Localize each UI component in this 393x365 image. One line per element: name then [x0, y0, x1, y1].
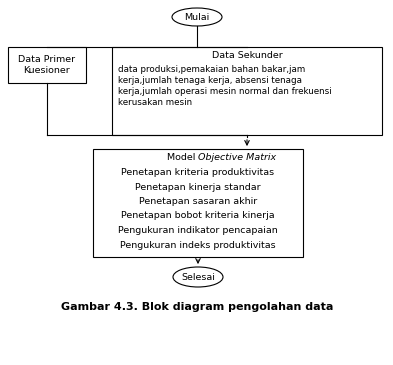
- Text: Selesai: Selesai: [181, 273, 215, 281]
- Text: Penetapan sasaran akhir: Penetapan sasaran akhir: [139, 197, 257, 206]
- Text: Pengukuran indikator pencapaian: Pengukuran indikator pencapaian: [118, 226, 278, 235]
- Text: Penetapan kinerja standar: Penetapan kinerja standar: [135, 182, 261, 192]
- FancyBboxPatch shape: [8, 47, 86, 83]
- FancyBboxPatch shape: [112, 47, 382, 135]
- Text: Gambar 4.3. Blok diagram pengolahan data: Gambar 4.3. Blok diagram pengolahan data: [61, 302, 333, 312]
- Text: Data Primer
Kuesioner: Data Primer Kuesioner: [18, 55, 75, 76]
- Text: Mulai: Mulai: [184, 12, 209, 22]
- Text: Objective Matrix: Objective Matrix: [198, 154, 276, 162]
- Text: Penetapan bobot kriteria kinerja: Penetapan bobot kriteria kinerja: [121, 211, 275, 220]
- Text: Pengukuran indeks produktivitas: Pengukuran indeks produktivitas: [120, 241, 276, 250]
- Text: Penetapan kriteria produktivitas: Penetapan kriteria produktivitas: [121, 168, 275, 177]
- FancyBboxPatch shape: [93, 149, 303, 257]
- Text: Model: Model: [167, 154, 198, 162]
- Ellipse shape: [173, 267, 223, 287]
- Text: Data Sekunder: Data Sekunder: [211, 51, 283, 61]
- Ellipse shape: [172, 8, 222, 26]
- Text: data produksi,pemakaian bahan bakar,jam
kerja,jumlah tenaga kerja, absensi tenag: data produksi,pemakaian bahan bakar,jam …: [118, 65, 332, 107]
